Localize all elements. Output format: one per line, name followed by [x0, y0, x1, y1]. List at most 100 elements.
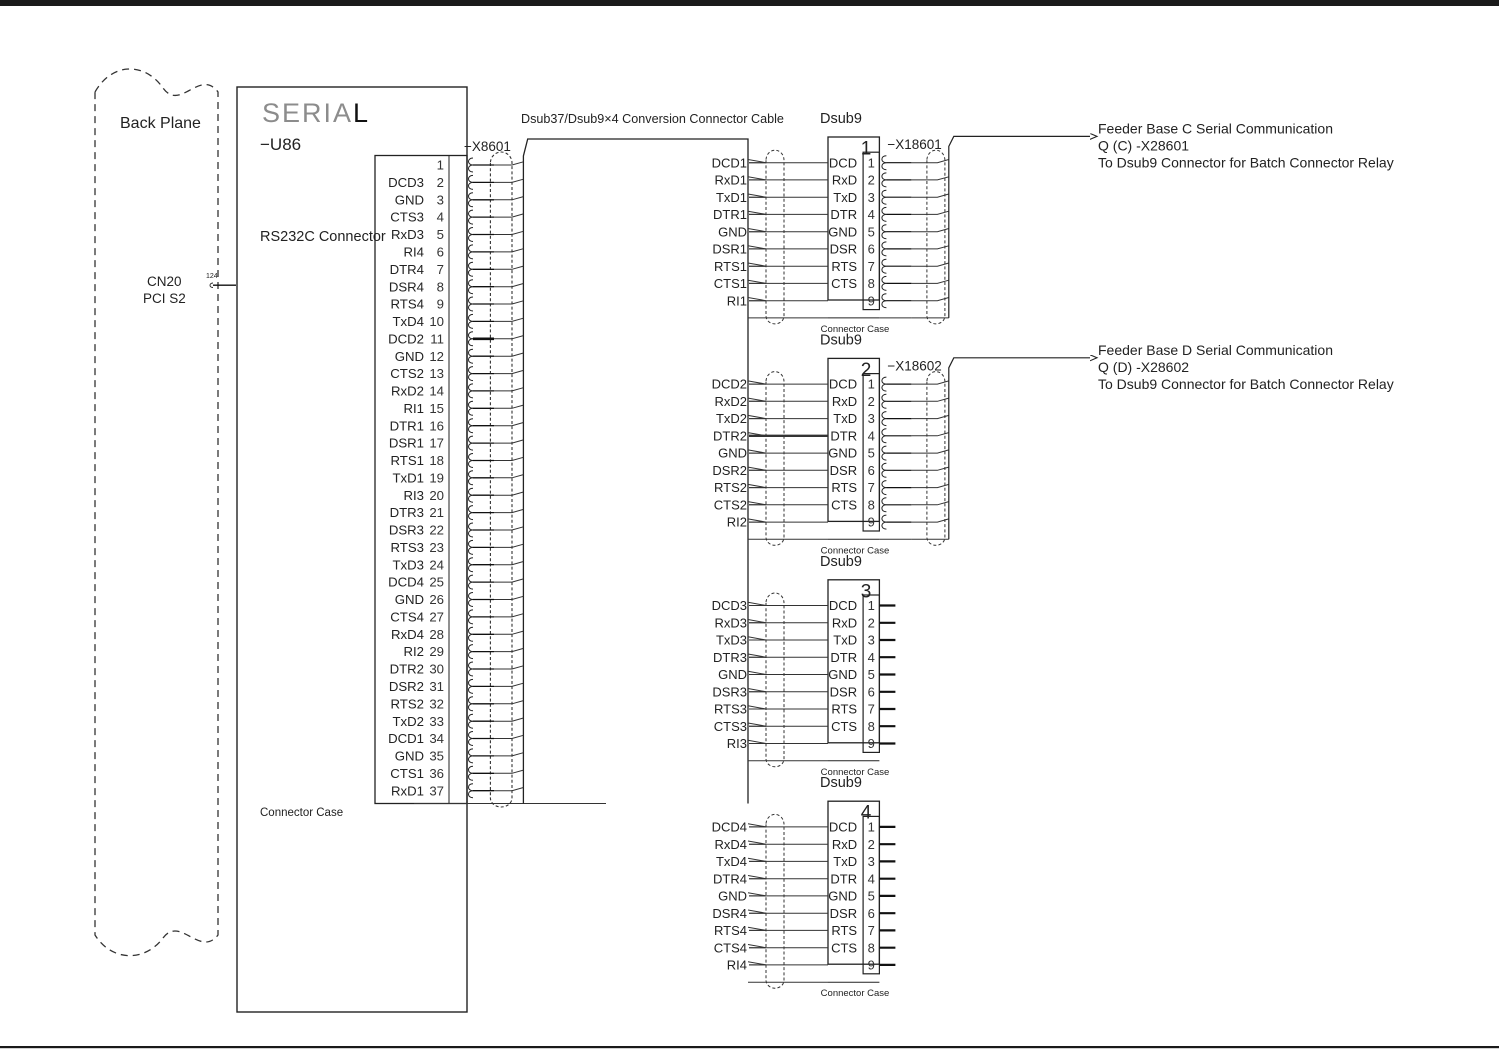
svg-text:3: 3 — [437, 192, 444, 207]
svg-text:TxD1: TxD1 — [392, 470, 424, 485]
svg-text:5: 5 — [868, 667, 875, 682]
svg-text:DTR: DTR — [830, 650, 857, 665]
svg-text:DTR: DTR — [830, 871, 857, 886]
svg-text:RTS2: RTS2 — [714, 480, 747, 495]
svg-text:14: 14 — [429, 384, 444, 399]
svg-text:12: 12 — [429, 349, 444, 364]
svg-text:DCD4: DCD4 — [712, 820, 747, 835]
svg-text:DTR: DTR — [830, 428, 857, 443]
svg-text:DCD2: DCD2 — [388, 331, 424, 346]
svg-text:RxD1: RxD1 — [714, 173, 747, 188]
svg-text:DSR: DSR — [830, 684, 857, 699]
svg-text:31: 31 — [429, 679, 444, 694]
svg-text:Feeder Base D Serial Communica: Feeder Base D Serial Communication — [1098, 342, 1333, 358]
svg-text:CTS2: CTS2 — [714, 497, 747, 512]
svg-text:16: 16 — [429, 418, 444, 433]
svg-text:11: 11 — [430, 331, 444, 346]
svg-text:TxD: TxD — [833, 633, 857, 648]
svg-text:CTS1: CTS1 — [390, 766, 424, 781]
svg-text:−U86: −U86 — [260, 135, 301, 154]
svg-text:3: 3 — [868, 854, 875, 869]
svg-text:8: 8 — [868, 497, 875, 512]
svg-text:SERIAL: SERIAL — [262, 98, 370, 128]
svg-text:Connector Case: Connector Case — [821, 988, 890, 999]
svg-text:3: 3 — [868, 190, 875, 205]
svg-text:RxD1: RxD1 — [391, 783, 424, 798]
svg-text:DCD4: DCD4 — [388, 575, 424, 590]
svg-text:PCI S2: PCI S2 — [143, 291, 186, 306]
svg-text:GND: GND — [828, 224, 857, 239]
svg-text:DCD: DCD — [829, 820, 857, 835]
svg-text:RxD4: RxD4 — [391, 627, 424, 642]
svg-text:CTS: CTS — [831, 497, 857, 512]
svg-text:RTS: RTS — [831, 923, 857, 938]
svg-text:TxD4: TxD4 — [392, 314, 424, 329]
svg-text:15: 15 — [429, 401, 444, 416]
svg-text:DSR: DSR — [830, 906, 857, 921]
svg-text:9: 9 — [868, 515, 875, 530]
svg-text:TxD2: TxD2 — [716, 411, 747, 426]
svg-text:RI2: RI2 — [403, 644, 424, 659]
svg-text:RTS4: RTS4 — [391, 297, 424, 312]
svg-text:DSR4: DSR4 — [389, 279, 424, 294]
svg-text:29: 29 — [429, 644, 444, 659]
svg-text:7: 7 — [868, 702, 875, 717]
svg-text:19: 19 — [429, 470, 444, 485]
svg-text:4: 4 — [868, 871, 875, 886]
svg-text:RI4: RI4 — [403, 245, 424, 260]
svg-text:RxD3: RxD3 — [391, 227, 424, 242]
svg-text:2: 2 — [437, 175, 444, 190]
svg-text:30: 30 — [429, 662, 444, 677]
svg-text:4: 4 — [868, 428, 875, 443]
svg-text:37: 37 — [429, 783, 444, 798]
svg-text:23: 23 — [429, 540, 444, 555]
svg-text:DCD1: DCD1 — [388, 731, 424, 746]
svg-text:8: 8 — [868, 940, 875, 955]
svg-text:7: 7 — [437, 262, 444, 277]
svg-text:18: 18 — [429, 453, 444, 468]
svg-text:6: 6 — [868, 463, 875, 478]
svg-text:2: 2 — [868, 615, 875, 630]
svg-text:DSR3: DSR3 — [712, 684, 747, 699]
svg-text:RI3: RI3 — [403, 488, 424, 503]
svg-text:GND: GND — [718, 224, 747, 239]
svg-text:Connector Case: Connector Case — [260, 807, 343, 819]
svg-text:RxD2: RxD2 — [391, 384, 424, 399]
svg-text:8: 8 — [868, 276, 875, 291]
svg-text:TxD3: TxD3 — [392, 557, 424, 572]
svg-text:Back Plane: Back Plane — [120, 115, 201, 132]
svg-text:CTS: CTS — [831, 276, 857, 291]
svg-text:RxD2: RxD2 — [714, 394, 747, 409]
svg-text:24: 24 — [429, 557, 444, 572]
svg-text:Dsub37/Dsub9×4 Conversion Conn: Dsub37/Dsub9×4 Conversion Connector Cabl… — [521, 112, 784, 126]
svg-text:2: 2 — [868, 837, 875, 852]
svg-text:CTS3: CTS3 — [714, 719, 747, 734]
svg-text:9: 9 — [868, 958, 875, 973]
svg-text:Dsub9: Dsub9 — [820, 554, 862, 570]
svg-text:9: 9 — [868, 293, 875, 308]
svg-text:28: 28 — [429, 627, 444, 642]
svg-text:RTS1: RTS1 — [391, 453, 424, 468]
svg-text:CTS: CTS — [831, 940, 857, 955]
svg-text:CTS2: CTS2 — [390, 366, 424, 381]
svg-text:TxD1: TxD1 — [716, 190, 747, 205]
svg-text:RS232C Connector: RS232C Connector — [260, 229, 386, 245]
svg-text:RI1: RI1 — [403, 401, 424, 416]
svg-text:2: 2 — [868, 394, 875, 409]
svg-text:GND: GND — [395, 192, 424, 207]
svg-text:4: 4 — [868, 650, 875, 665]
svg-text:TxD4: TxD4 — [716, 854, 747, 869]
svg-text:CTS4: CTS4 — [390, 610, 424, 625]
svg-text:9: 9 — [437, 297, 444, 312]
svg-text:1: 1 — [868, 820, 875, 835]
svg-text:21: 21 — [429, 505, 444, 520]
svg-text:TxD3: TxD3 — [716, 633, 747, 648]
svg-text:RxD: RxD — [832, 615, 857, 630]
svg-text:−X18602: −X18602 — [887, 358, 941, 373]
svg-text:9: 9 — [868, 736, 875, 751]
svg-text:Q (C) -X28601: Q (C) -X28601 — [1098, 137, 1189, 153]
svg-text:6: 6 — [868, 684, 875, 699]
svg-text:DTR4: DTR4 — [390, 262, 424, 277]
svg-text:DCD2: DCD2 — [712, 377, 747, 392]
svg-text:CTS: CTS — [831, 719, 857, 734]
